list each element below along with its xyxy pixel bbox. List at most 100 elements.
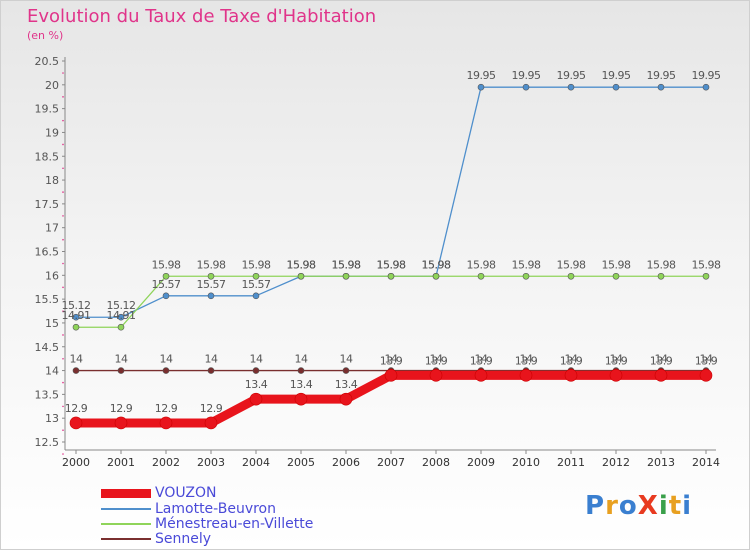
- data-label: 15.98: [287, 258, 316, 271]
- y-minor-tick: [62, 119, 64, 122]
- data-label: 13.4: [335, 378, 358, 391]
- data-point: [207, 292, 215, 300]
- y-tick-label: 13.5: [35, 388, 60, 401]
- y-minor-tick: [62, 429, 64, 431]
- legend-label: Ménestreau-en-Villette: [155, 516, 314, 532]
- data-point: [342, 272, 350, 280]
- logo-letter: i: [682, 491, 693, 521]
- data-label: 15.98: [332, 258, 361, 271]
- data-label: 14: [295, 353, 308, 366]
- data-point: [522, 83, 530, 91]
- y-tick-label: 17.5: [35, 198, 60, 211]
- data-point: [654, 369, 668, 382]
- y-tick-label: 18.5: [35, 150, 60, 163]
- data-label: 15.57: [152, 278, 181, 291]
- data-point: [72, 313, 80, 321]
- legend-swatch: [101, 488, 151, 498]
- data-point: [519, 369, 533, 382]
- data-label: 14.91: [107, 309, 136, 322]
- data-label: 14: [610, 353, 623, 366]
- x-tick-label: 2000: [62, 456, 90, 469]
- data-point: [567, 272, 575, 280]
- y-minor-tick: [62, 191, 64, 193]
- y-tick-label: 18: [45, 174, 59, 187]
- data-point: [252, 292, 260, 300]
- chart-subtitle: (en %): [27, 29, 64, 42]
- data-label: 15.98: [692, 258, 721, 271]
- data-point: [297, 367, 305, 374]
- data-label: 12.9: [200, 402, 223, 415]
- data-label: 15.98: [242, 258, 271, 271]
- logo-letter: t: [668, 491, 683, 521]
- data-label: 15.98: [557, 258, 586, 271]
- data-point: [477, 272, 485, 280]
- data-label: 14: [700, 353, 713, 366]
- logo-letter: X: [637, 491, 659, 521]
- data-label: 15.98: [647, 258, 676, 271]
- data-label: 14: [160, 353, 173, 366]
- data-label: 19.95: [647, 69, 676, 82]
- y-minor-tick: [62, 167, 64, 170]
- data-point: [387, 272, 395, 280]
- y-tick-label: 15: [45, 317, 59, 330]
- data-point: [252, 272, 260, 280]
- data-point: [342, 367, 350, 374]
- y-minor-tick: [62, 405, 64, 408]
- data-label: 14: [475, 353, 488, 366]
- legend-label: Lamotte-Beuvron: [155, 501, 276, 517]
- y-minor-tick: [62, 334, 64, 336]
- x-tick-label: 2004: [242, 456, 270, 469]
- logo-letter: P: [585, 491, 606, 521]
- data-label: 15.98: [197, 258, 226, 271]
- data-label: 15.98: [332, 258, 361, 271]
- y-tick-label: 20: [45, 79, 59, 92]
- x-tick-label: 2007: [377, 456, 405, 469]
- legend-swatch: [101, 538, 151, 540]
- data-point: [702, 272, 710, 280]
- logo-letter: o: [618, 491, 638, 521]
- data-point: [162, 292, 170, 300]
- x-tick-label: 2008: [422, 456, 450, 469]
- data-label: 14: [565, 353, 578, 366]
- y-tick-label: 16: [45, 269, 59, 282]
- y-minor-tick: [62, 286, 64, 289]
- x-tick-label: 2002: [152, 456, 180, 469]
- data-label: 19.95: [512, 69, 541, 82]
- data-point: [72, 323, 80, 331]
- data-label: 13.9: [560, 354, 583, 367]
- data-point: [522, 272, 530, 280]
- data-point: [117, 323, 125, 331]
- data-label: 12.9: [110, 402, 133, 415]
- proxiti-logo: ProXiti: [585, 491, 692, 521]
- data-point: [564, 369, 578, 382]
- y-tick-label: 15.5: [35, 293, 60, 306]
- data-label: 13.9: [515, 354, 538, 367]
- y-minor-tick: [62, 143, 64, 146]
- data-label: 15.98: [152, 258, 181, 271]
- legend-label: VOUZON: [155, 485, 217, 501]
- x-tick-label: 2005: [287, 456, 315, 469]
- y-minor-tick: [62, 453, 64, 455]
- data-point: [429, 369, 443, 382]
- data-label: 13.9: [470, 354, 493, 367]
- y-tick-label: 17: [45, 222, 59, 235]
- y-minor-tick: [62, 262, 64, 265]
- data-point: [432, 272, 440, 280]
- data-point: [114, 416, 128, 430]
- x-tick-label: 2014: [692, 456, 720, 469]
- x-tick-label: 2006: [332, 456, 360, 469]
- y-minor-tick: [62, 310, 64, 312]
- y-tick-label: 19.5: [35, 103, 60, 116]
- data-label: 15.98: [377, 258, 406, 271]
- y-minor-tick: [62, 215, 64, 217]
- data-label: 14: [205, 353, 218, 366]
- data-point: [249, 392, 263, 406]
- data-label: 15.98: [467, 258, 496, 271]
- y-tick-label: 16.5: [35, 246, 60, 259]
- data-point: [207, 272, 215, 280]
- legend-swatch: [101, 508, 151, 510]
- legend-item: Lamotte-Beuvron: [101, 501, 276, 517]
- data-label: 19.95: [692, 69, 721, 82]
- data-label: 14: [340, 353, 353, 366]
